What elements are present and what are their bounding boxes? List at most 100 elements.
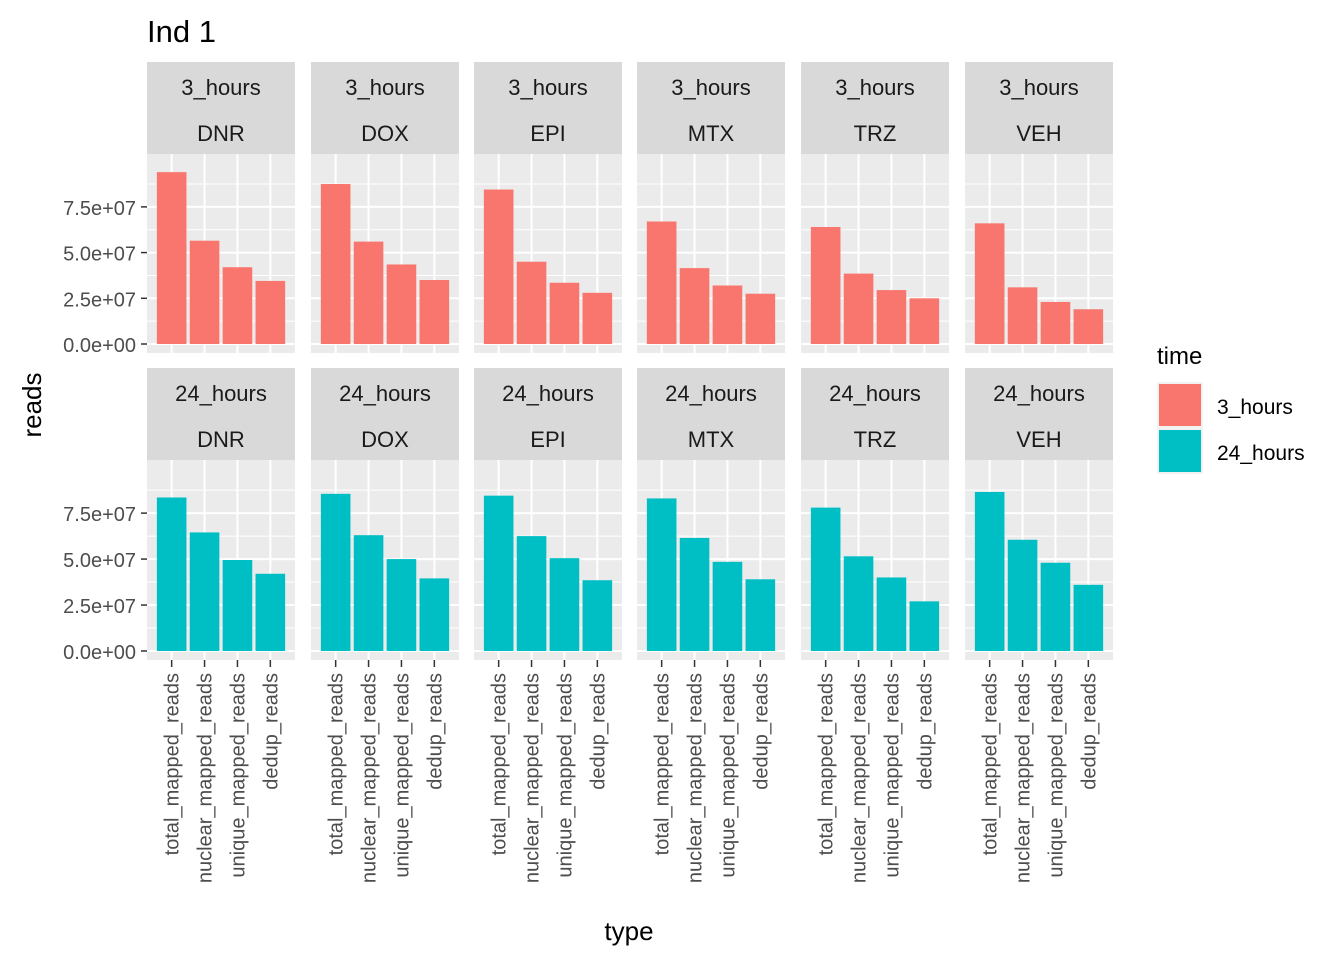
x-tick-label: nuclear_mapped_reads: [685, 673, 707, 883]
x-tick-label: dedup_reads: [424, 673, 446, 790]
bar: [156, 172, 187, 344]
bar: [876, 290, 907, 344]
facet-strip: [147, 368, 295, 460]
bar: [909, 601, 940, 651]
bar: [222, 560, 253, 651]
bar: [712, 285, 743, 344]
x-tick-label: nuclear_mapped_reads: [195, 673, 217, 883]
facet-strip: [637, 368, 785, 460]
facet-panel: 3_hours VEH: [965, 62, 1113, 353]
bar: [353, 241, 384, 344]
facet-strip-time-label: 24_hours: [339, 381, 431, 406]
legend: time 3_hours 24_hours: [1157, 343, 1305, 474]
facet-strip-time-label: 3_hours: [835, 75, 915, 100]
bar: [876, 577, 907, 651]
bar: [843, 273, 874, 344]
facet-panel: 3_hours MTX: [637, 62, 785, 353]
bar: [483, 495, 514, 651]
facet-panel: 24_hours DOX total_mapped_reads nuclear_map…: [311, 368, 459, 883]
facet-panel: 3_hours EPI: [474, 62, 622, 353]
facet-strip: [965, 62, 1113, 154]
facet-strip-treatment-label: DOX: [361, 121, 409, 146]
bar: [320, 493, 351, 651]
bar: [156, 497, 187, 651]
facet-strip: [474, 368, 622, 460]
x-tick-label: unique_mapped_reads: [227, 673, 249, 878]
y-tick-label: 0.0e+00: [63, 642, 136, 664]
legend-label: 3_hours: [1217, 396, 1293, 419]
facet-strip: [637, 62, 785, 154]
facet-strip-treatment-label: VEH: [1016, 121, 1061, 146]
bar: [843, 556, 874, 651]
facet-panel: 24_hours DNR total_mapped_reads nuclear_map…: [147, 368, 295, 883]
bar: [483, 189, 514, 344]
facet-strip-time-label: 24_hours: [175, 381, 267, 406]
facet-strip-time-label: 3_hours: [671, 75, 751, 100]
bar: [974, 223, 1005, 344]
facet-strip: [311, 368, 459, 460]
x-tick-label: unique_mapped_reads: [717, 673, 739, 878]
x-tick-label: dedup_reads: [587, 673, 609, 790]
bar: [1007, 287, 1038, 344]
facet-strip-time-label: 24_hours: [502, 381, 594, 406]
bar: [353, 535, 384, 651]
bar: [974, 491, 1005, 651]
facet-strip-treatment-label: DOX: [361, 427, 409, 452]
bar: [320, 184, 351, 344]
x-tick-label: dedup_reads: [750, 673, 772, 790]
x-tick-label: unique_mapped_reads: [881, 673, 903, 878]
legend-label: 24_hours: [1217, 442, 1305, 465]
facet-strip-time-label: 24_hours: [829, 381, 921, 406]
x-tick-label: unique_mapped_reads: [554, 673, 576, 878]
bar: [646, 221, 677, 344]
bar: [582, 292, 613, 344]
facet-strip: [801, 368, 949, 460]
facet-strip-time-label: 3_hours: [181, 75, 261, 100]
facet-panel: 24_hours EPI total_mapped_reads nuclear_map…: [474, 368, 622, 883]
y-tick-label: 2.5e+07: [63, 289, 136, 311]
x-tick-label: total_mapped_reads: [980, 673, 1002, 855]
facet-strip-treatment-label: TRZ: [854, 427, 897, 452]
bar: [419, 578, 450, 651]
y-tick-label: 7.5e+07: [63, 504, 136, 526]
x-tick-label: unique_mapped_reads: [391, 673, 413, 878]
bar: [549, 282, 580, 344]
facet-panel: 24_hours TRZ total_mapped_reads nuclear_map…: [801, 368, 949, 883]
facet-panels: 0.0e+002.5e+075.0e+077.5e+073_hoursDNR3_…: [63, 62, 1113, 883]
bar: [582, 580, 613, 651]
x-tick-label: unique_mapped_reads: [1045, 673, 1067, 878]
facet-strip: [147, 62, 295, 154]
bar: [222, 267, 253, 344]
bar: [189, 240, 220, 344]
bar: [189, 532, 220, 651]
bar: [909, 298, 940, 344]
facet-strip-time-label: 3_hours: [345, 75, 425, 100]
bar: [419, 280, 450, 344]
bar: [549, 558, 580, 651]
facet-panel: 3_hours DNR: [147, 62, 295, 353]
facet-strip-treatment-label: MTX: [688, 121, 735, 146]
y-tick-label: 2.5e+07: [63, 596, 136, 618]
x-axis-title: type: [604, 916, 653, 946]
x-tick-label: total_mapped_reads: [652, 673, 674, 855]
bar: [1040, 562, 1071, 651]
y-tick-label: 5.0e+07: [63, 550, 136, 572]
bar: [679, 537, 710, 651]
facet-strip-time-label: 3_hours: [508, 75, 588, 100]
bar: [745, 579, 776, 651]
facet-strip-time-label: 3_hours: [999, 75, 1079, 100]
x-tick-label: nuclear_mapped_reads: [359, 673, 381, 883]
bar: [386, 559, 417, 651]
bar: [810, 507, 841, 651]
x-tick-label: total_mapped_reads: [326, 673, 348, 855]
facet-strip: [474, 62, 622, 154]
y-axis-title: reads: [17, 372, 47, 437]
bar: [255, 280, 286, 344]
legend-swatch: [1159, 430, 1201, 472]
bar: [1007, 539, 1038, 651]
legend-swatch: [1159, 384, 1201, 426]
facet-strip-time-label: 24_hours: [665, 381, 757, 406]
y-tick-label: 0.0e+00: [63, 335, 136, 357]
bar: [1073, 584, 1104, 651]
x-tick-label: total_mapped_reads: [489, 673, 511, 855]
